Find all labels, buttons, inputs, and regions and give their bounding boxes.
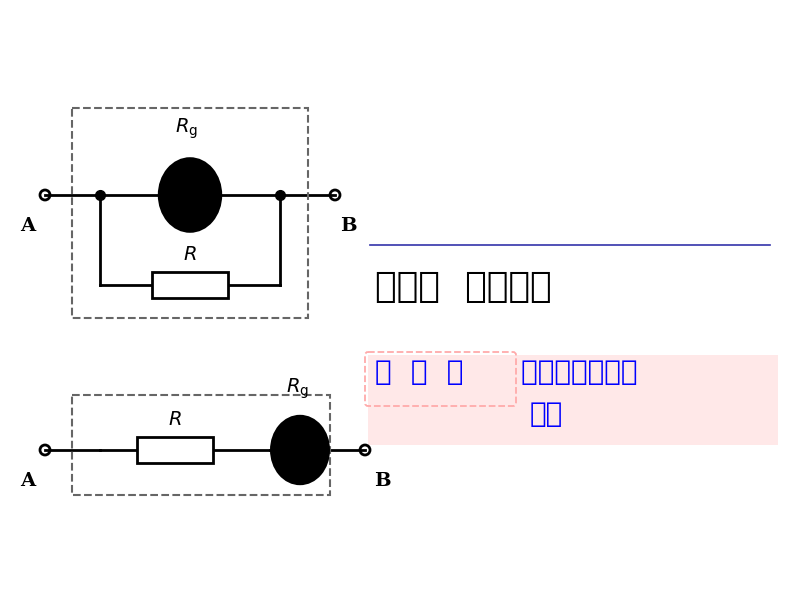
- Text: A: A: [21, 217, 35, 235]
- Text: $R$: $R$: [183, 246, 197, 264]
- Text: $R$: $R$: [168, 411, 182, 429]
- Text: 第  四  节      串联电路和并联: 第 四 节 串联电路和并联: [375, 358, 638, 386]
- Text: G: G: [291, 440, 309, 460]
- Text: B: B: [374, 472, 390, 490]
- Text: A: A: [21, 472, 35, 490]
- Bar: [368, 355, 778, 445]
- Text: $R_{\mathrm{g}}$: $R_{\mathrm{g}}$: [174, 116, 198, 140]
- Text: B: B: [340, 217, 356, 235]
- Text: 电路: 电路: [530, 400, 563, 428]
- Ellipse shape: [159, 158, 221, 232]
- Text: G: G: [181, 184, 199, 206]
- Text: 第二章  恒定电流: 第二章 恒定电流: [375, 270, 552, 304]
- Ellipse shape: [271, 416, 329, 484]
- Bar: [72, 108, 308, 318]
- Bar: [152, 272, 228, 298]
- Bar: [72, 395, 330, 495]
- Bar: [137, 437, 213, 463]
- Text: $R_{\mathrm{g}}$: $R_{\mathrm{g}}$: [286, 377, 309, 401]
